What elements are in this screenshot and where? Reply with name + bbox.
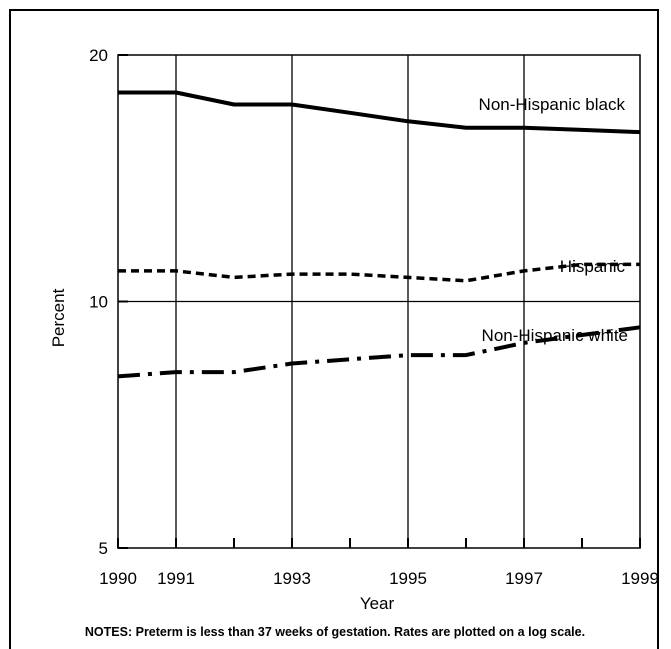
series-layer (117, 90, 641, 379)
chart-notes: NOTES: Preterm is less than 37 weeks of … (85, 625, 585, 639)
chart-frame (9, 9, 659, 649)
y-tick-label-10: 10 (89, 293, 108, 312)
axis-ticks (117, 54, 641, 549)
x-tick-label-1997: 1997 (505, 569, 543, 588)
y-tick-label-5: 5 (99, 539, 108, 558)
series-label-non-hispanic-white: Non-Hispanic white (482, 326, 628, 345)
x-axis-title: Year (360, 594, 395, 613)
y-axis-title: Percent (49, 288, 68, 347)
grid-lines (118, 55, 640, 548)
x-tick-label-1990: 1990 (99, 569, 137, 588)
series-line-non-hispanic-black (118, 90, 641, 135)
y-tick-label-20: 20 (89, 46, 108, 65)
x-tick-label-1991: 1991 (157, 569, 195, 588)
series-label-non-hispanic-black: Non-Hispanic black (479, 95, 626, 114)
x-tick-label-1993: 1993 (273, 569, 311, 588)
series-line-hispanic (118, 262, 640, 283)
series-line-non-hispanic-white (117, 325, 641, 379)
x-tick-label-1995: 1995 (389, 569, 427, 588)
series-label-hispanic: Hispanic (560, 257, 626, 276)
labels: 1990 1991 1993 1995 1997 1999 5 10 20 Non-Hispani… (89, 46, 659, 588)
x-tick-label-1999: 1999 (621, 569, 659, 588)
